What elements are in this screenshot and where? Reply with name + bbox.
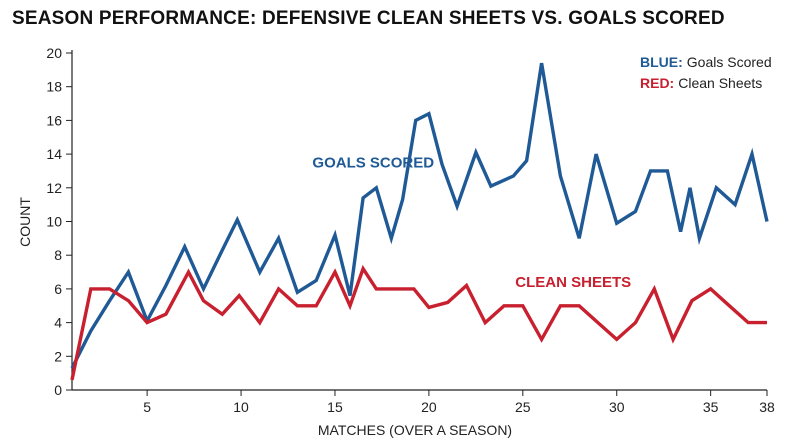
- y-tick-label: 10: [46, 214, 62, 230]
- y-tick-label: 20: [46, 45, 62, 61]
- y-tick-label: 6: [54, 281, 62, 297]
- y-tick-label: 0: [54, 382, 62, 398]
- y-tick-label: 14: [46, 146, 62, 162]
- y-axis-label: COUNT: [17, 197, 33, 247]
- series-line-goals-scored: [70, 62, 769, 369]
- y-tick-label: 12: [46, 180, 62, 196]
- annotation-goals-scored: GOALS SCORED: [312, 155, 434, 172]
- x-tick-label: 20: [421, 399, 437, 415]
- y-tick-label: 16: [46, 112, 62, 128]
- y-tick-label: 18: [46, 79, 62, 95]
- annotation-clean-sheets: CLEAN SHEETS: [515, 274, 631, 291]
- legend-entry: RED: Clean Sheets: [640, 75, 762, 91]
- y-tick-label: 2: [54, 348, 62, 364]
- x-tick-label: 38: [759, 399, 775, 415]
- y-tick-label: 4: [54, 315, 62, 331]
- x-tick-label: 15: [327, 399, 343, 415]
- series-layer: [70, 62, 769, 381]
- x-tick-label: 10: [233, 399, 249, 415]
- legend-entry: BLUE: Goals Scored: [640, 54, 772, 70]
- x-axis-label: MATCHES (OVER A SEASON): [318, 422, 512, 438]
- x-tick-label: 5: [143, 399, 151, 415]
- x-tick-label: 30: [609, 399, 625, 415]
- x-tick-label: 35: [703, 399, 719, 415]
- legend-label: Goals Scored: [687, 54, 772, 70]
- legend: BLUE: Goals Scored RED: Clean Sheets: [640, 54, 772, 91]
- legend-key: RED:: [640, 75, 674, 91]
- annotations: GOALS SCORED CLEAN SHEETS: [312, 155, 631, 292]
- y-tick-label: 8: [54, 247, 62, 263]
- chart-title: SEASON PERFORMANCE: DEFENSIVE CLEAN SHEE…: [12, 8, 725, 29]
- series-line-clean-sheets: [70, 264, 767, 381]
- axes: 0 2 4 6 8 10 12 14 16 18 20 5 10 15 20 25 30 35 38: [46, 45, 775, 415]
- x-tick-label: 25: [515, 399, 531, 415]
- legend-label: Clean Sheets: [678, 75, 762, 91]
- legend-key: BLUE:: [640, 54, 683, 70]
